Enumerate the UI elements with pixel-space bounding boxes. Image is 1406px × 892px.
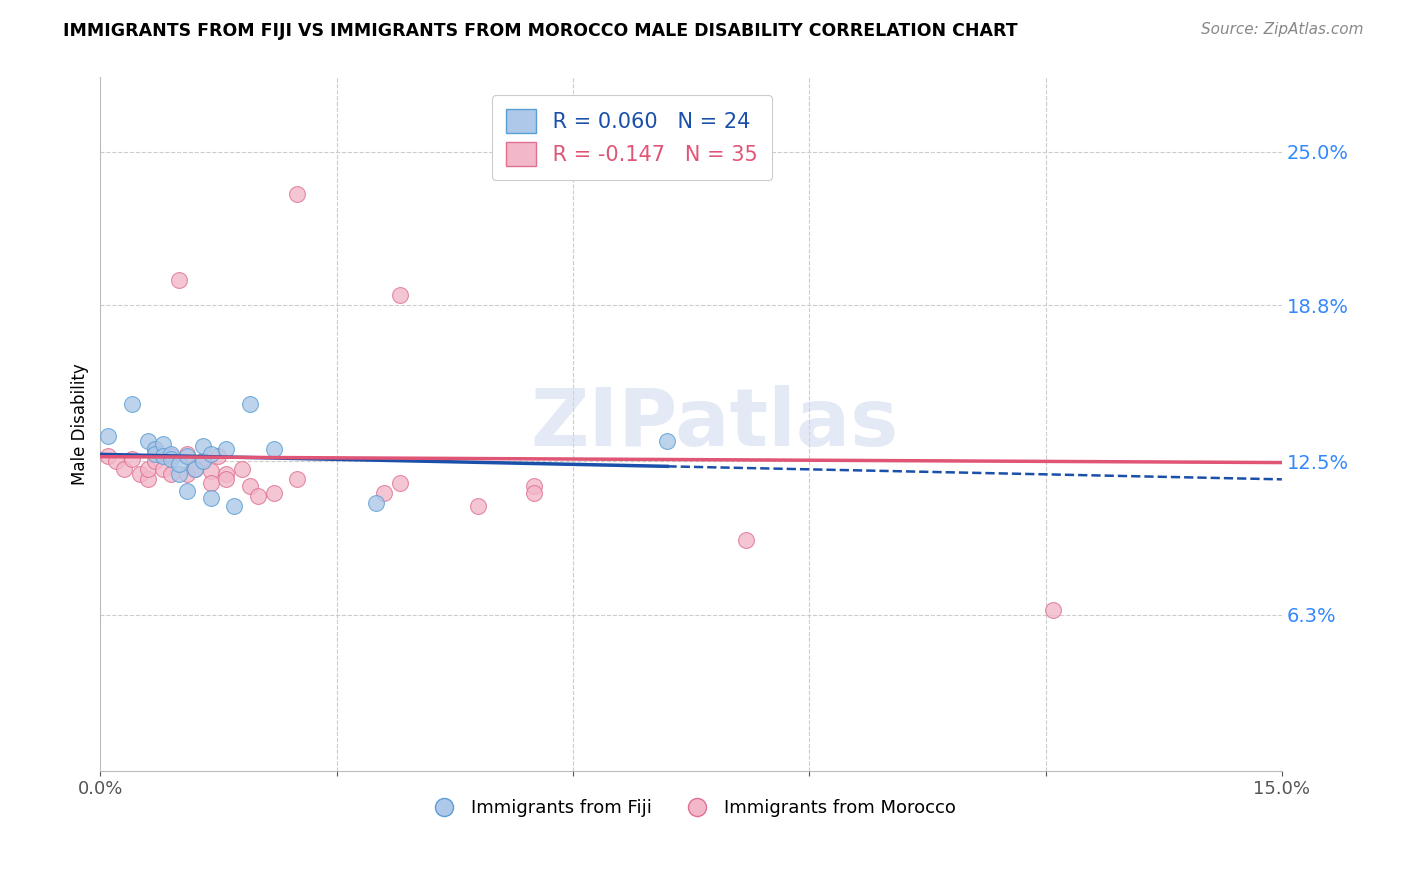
Point — [388, 288, 411, 302]
Point — [200, 476, 222, 491]
Point — [152, 449, 174, 463]
Point — [207, 449, 229, 463]
Point — [200, 464, 222, 478]
Point — [145, 442, 167, 456]
Point — [160, 449, 183, 463]
Point — [136, 434, 159, 449]
Point — [176, 447, 198, 461]
Point — [1042, 603, 1064, 617]
Point — [285, 186, 308, 201]
Point — [112, 461, 135, 475]
Point — [191, 439, 214, 453]
Point — [128, 467, 150, 481]
Point — [136, 471, 159, 485]
Text: ZIPatlas: ZIPatlas — [530, 385, 898, 463]
Point — [657, 434, 679, 449]
Legend: Immigrants from Fiji, Immigrants from Morocco: Immigrants from Fiji, Immigrants from Mo… — [419, 791, 963, 824]
Point — [121, 451, 143, 466]
Point — [145, 454, 167, 468]
Point — [160, 447, 183, 461]
Point — [215, 467, 238, 481]
Point — [263, 442, 285, 456]
Point — [167, 467, 190, 481]
Point — [152, 449, 174, 463]
Point — [167, 457, 190, 471]
Point — [152, 461, 174, 475]
Point — [191, 454, 214, 468]
Point — [176, 449, 198, 463]
Point — [231, 461, 253, 475]
Point — [145, 447, 167, 461]
Point — [388, 476, 411, 491]
Point — [239, 479, 262, 493]
Point — [145, 442, 167, 456]
Point — [97, 429, 120, 443]
Point — [215, 471, 238, 485]
Point — [522, 486, 544, 500]
Point — [121, 397, 143, 411]
Point — [522, 479, 544, 493]
Point — [200, 447, 222, 461]
Y-axis label: Male Disability: Male Disability — [72, 363, 89, 485]
Point — [224, 499, 246, 513]
Point — [467, 499, 489, 513]
Text: IMMIGRANTS FROM FIJI VS IMMIGRANTS FROM MOROCCO MALE DISABILITY CORRELATION CHAR: IMMIGRANTS FROM FIJI VS IMMIGRANTS FROM … — [63, 22, 1018, 40]
Point — [152, 437, 174, 451]
Point — [167, 273, 190, 287]
Point — [136, 461, 159, 475]
Point — [246, 489, 269, 503]
Text: Source: ZipAtlas.com: Source: ZipAtlas.com — [1201, 22, 1364, 37]
Point — [105, 454, 128, 468]
Point — [373, 486, 395, 500]
Point — [735, 533, 758, 548]
Point — [200, 491, 222, 506]
Point — [184, 461, 207, 475]
Point — [215, 442, 238, 456]
Point — [263, 486, 285, 500]
Point — [364, 496, 387, 510]
Point — [160, 451, 183, 466]
Point — [176, 467, 198, 481]
Point — [285, 471, 308, 485]
Point — [176, 483, 198, 498]
Point — [191, 454, 214, 468]
Point — [184, 461, 207, 475]
Point — [97, 449, 120, 463]
Point — [239, 397, 262, 411]
Point — [160, 467, 183, 481]
